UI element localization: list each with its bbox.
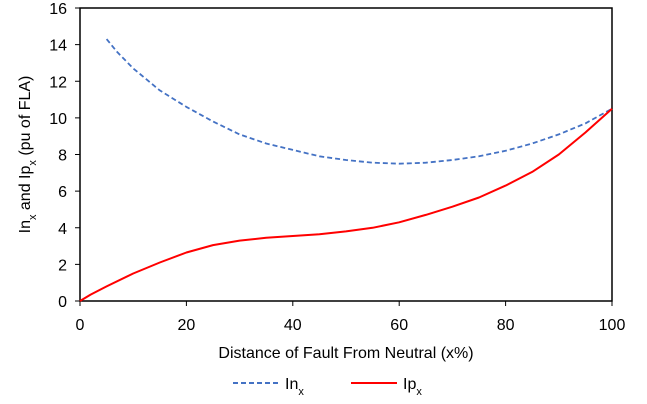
y-axis-title: Inx and Ipx (pu of FLA) [17,76,39,234]
y-tick-label: 14 [49,38,67,55]
y-tick-label: 6 [58,184,67,201]
x-tick-label: 100 [599,317,626,334]
series-layer [79,38,613,302]
y-tick-label: 12 [49,74,67,91]
labels-layer: 0 2 4 6 8 10 12 14 16 0 20 40 60 80 100 Distance of Fau… [17,1,625,362]
x-tick-label: 20 [178,317,196,334]
axes-layer [75,7,613,306]
y-tick-label: 10 [49,111,67,128]
x-axis-title: Distance of Fault From Neutral (x%) [218,345,473,362]
y-tick-label: 4 [58,221,67,238]
x-tick-label: 0 [76,317,85,334]
y-tick-label: 2 [58,257,67,274]
series-line-ipx [79,107,613,302]
x-tick-label: 60 [390,317,408,334]
y-tick-label: 16 [49,1,67,18]
y-tick-label: 8 [58,148,67,165]
legend-label-inx: Inx [285,376,304,398]
legend: Inx Ipx [233,376,422,398]
y-tick-label: 0 [58,294,67,311]
legend-label-ipx: Ipx [403,376,422,398]
series-line-inx [105,38,613,165]
x-tick-label: 80 [497,317,515,334]
x-tick-label: 40 [284,317,302,334]
plot-border [79,7,613,302]
